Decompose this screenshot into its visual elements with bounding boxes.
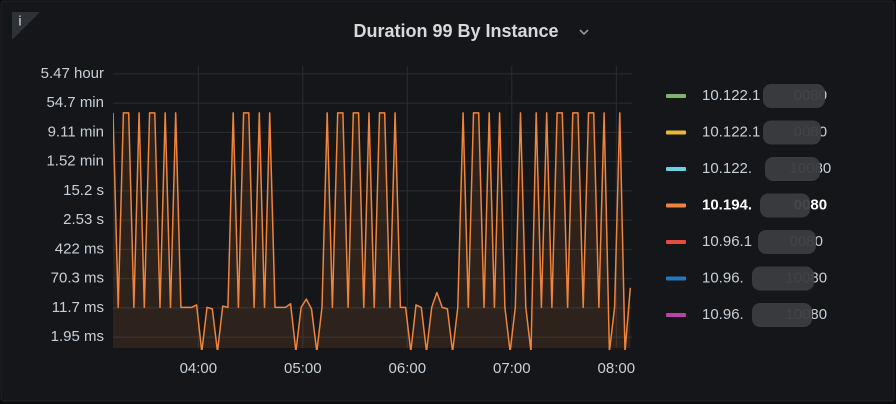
info-corner[interactable] [12, 12, 40, 40]
y-tick-label: 422 ms [55, 240, 104, 257]
info-icon[interactable]: i [18, 13, 22, 29]
y-tick-label: 54.7 min [46, 94, 104, 111]
series-line [113, 112, 632, 350]
x-tick-label: 06:00 [389, 360, 427, 377]
redaction [763, 84, 825, 108]
chart-title[interactable]: Duration 99 By Instance [353, 21, 558, 41]
y-tick-label: 11.7 ms [52, 299, 104, 316]
redaction [752, 266, 814, 291]
y-tick-label: 9.11 min [48, 123, 104, 140]
x-tick-label: 08:00 [598, 360, 636, 377]
y-tick-label: 1.95 ms [51, 328, 104, 345]
x-tick-label: 07:00 [493, 360, 531, 377]
y-tick-label: 5.47 hour [41, 65, 104, 82]
y-tick-label: 1.52 min [46, 153, 104, 170]
x-tick-label: 04:00 [180, 360, 218, 377]
legend-swatch [666, 313, 686, 317]
title-caret[interactable] [579, 29, 589, 36]
legend-swatch [666, 203, 686, 208]
series-group [113, 112, 632, 350]
plot: 1.95 ms 11.7 ms 70.3 ms 422 ms 2.53 s 15.2 s 1… [41, 65, 635, 377]
redaction [758, 230, 816, 254]
x-tick-label: 05:00 [284, 360, 322, 377]
redaction [760, 193, 810, 218]
legend-swatch [666, 240, 686, 244]
legend-swatch [666, 276, 686, 281]
y-tick-label: 2.53 s [63, 211, 104, 228]
redaction [765, 157, 820, 181]
legend-swatch [666, 130, 686, 135]
legend-swatch [666, 167, 686, 171]
redaction [752, 303, 812, 327]
y-tick-label: 70.3 ms [51, 270, 104, 287]
legend-swatch [666, 94, 686, 98]
redaction [763, 120, 821, 145]
y-tick-label: 15.2 s [63, 182, 104, 199]
